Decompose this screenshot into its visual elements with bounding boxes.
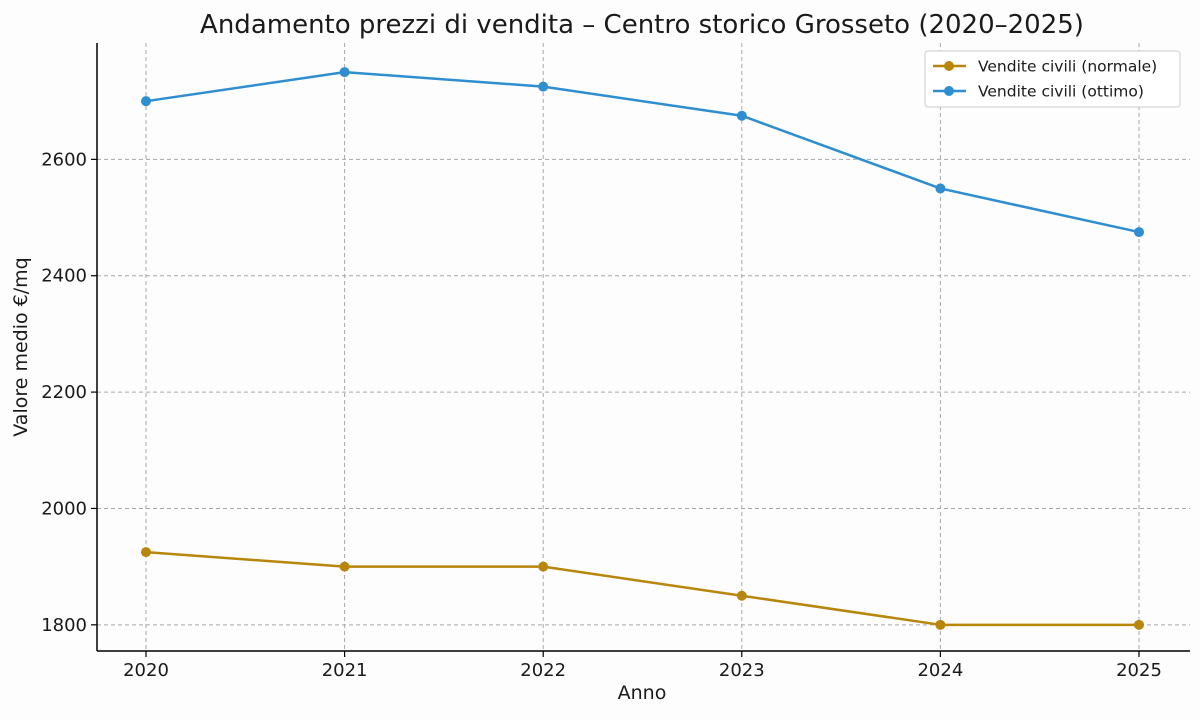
x-tick-label: 2025 xyxy=(1116,660,1162,681)
data-point xyxy=(141,96,151,107)
legend-swatch-marker xyxy=(944,61,954,71)
data-point xyxy=(935,619,946,630)
y-tick-label: 1800 xyxy=(41,615,87,636)
legend-box xyxy=(924,50,1181,108)
series-ottimo xyxy=(141,67,1144,238)
x-tick-label: 2020 xyxy=(123,660,169,681)
data-point xyxy=(736,110,747,121)
y-tick-label: 2600 xyxy=(41,149,87,170)
legend-label-normale: Vendite civili (normale) xyxy=(978,58,1157,76)
y-tick-label: 2400 xyxy=(41,266,87,287)
data-point xyxy=(538,561,549,572)
data-point xyxy=(736,590,747,601)
data-point xyxy=(141,547,151,558)
chart-title: Andamento prezzi di vendita – Centro sto… xyxy=(200,10,1084,40)
y-axis-label: Valore medio €/mq xyxy=(10,257,32,436)
x-tick-label: 2022 xyxy=(520,660,566,681)
data-point xyxy=(538,81,549,92)
y-tick-label: 2200 xyxy=(41,382,87,403)
axes xyxy=(96,43,1190,652)
y-tick-label: 2000 xyxy=(41,498,87,519)
data-point xyxy=(339,67,350,78)
ticks: 2020 2021 2022 2023 2024 2025 1800 2000 2200 2400… xyxy=(41,149,1162,681)
legend-label-ottimo: Vendite civili (ottimo) xyxy=(978,83,1144,101)
series-normale xyxy=(141,547,1144,630)
legend-entry-normale: Vendite civili (normale) xyxy=(933,58,1157,76)
series-line xyxy=(145,70,1140,234)
series-line xyxy=(145,550,1139,627)
data-point xyxy=(935,183,946,194)
x-tick-label: 2024 xyxy=(917,660,963,681)
data-point xyxy=(1134,227,1144,238)
series xyxy=(141,67,1144,630)
data-point xyxy=(1134,619,1144,630)
data-point xyxy=(339,561,350,572)
legend-swatch-marker xyxy=(944,86,954,96)
legend-entry-ottimo: Vendite civili (ottimo) xyxy=(933,83,1144,101)
grid xyxy=(97,43,1190,651)
x-tick-label: 2023 xyxy=(719,660,765,681)
legend: Vendite civili (normale) Vendite civili … xyxy=(924,50,1181,108)
x-tick-label: 2021 xyxy=(322,660,368,681)
x-axis-label: Anno xyxy=(618,682,667,704)
